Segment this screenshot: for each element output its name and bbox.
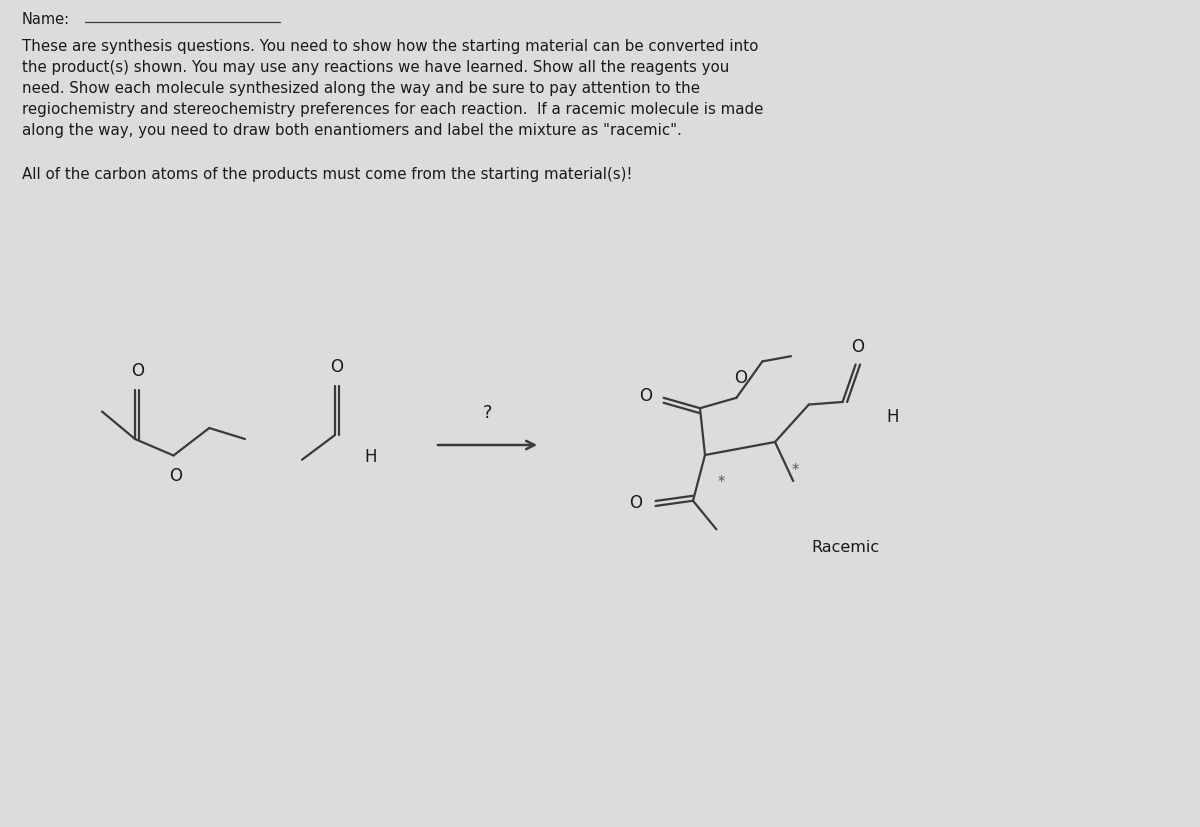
Text: O: O	[132, 362, 144, 380]
Text: These are synthesis questions. You need to show how the starting material can be: These are synthesis questions. You need …	[22, 39, 763, 138]
Text: *: *	[718, 476, 725, 490]
Text: O: O	[734, 369, 746, 387]
Text: O: O	[851, 337, 864, 356]
Text: All of the carbon atoms of the products must come from the starting material(s)!: All of the carbon atoms of the products …	[22, 167, 632, 182]
Text: H: H	[886, 409, 899, 426]
Text: Name:: Name:	[22, 12, 70, 27]
Text: ?: ?	[482, 404, 492, 422]
Text: O: O	[169, 466, 182, 485]
Text: O: O	[629, 494, 642, 512]
Text: O: O	[640, 387, 652, 404]
Text: H: H	[364, 447, 377, 466]
Text: *: *	[791, 462, 799, 477]
Text: Racemic: Racemic	[811, 539, 880, 554]
Text: O: O	[330, 358, 343, 376]
